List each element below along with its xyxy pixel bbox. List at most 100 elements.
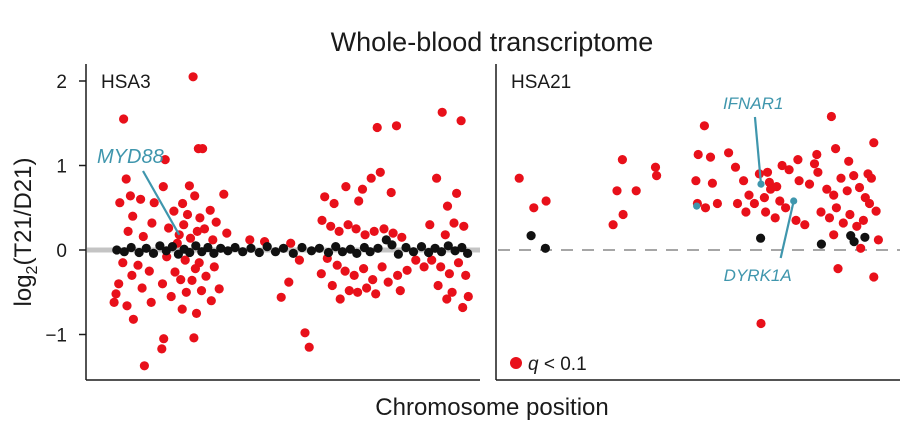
nonsignificant-point xyxy=(324,248,333,257)
significant-point xyxy=(750,199,759,208)
significant-point xyxy=(700,121,709,130)
significant-point xyxy=(843,186,852,195)
significant-point xyxy=(632,186,641,195)
significant-point xyxy=(193,227,202,236)
significant-point xyxy=(167,292,176,301)
significant-point xyxy=(139,232,148,241)
significant-point xyxy=(739,176,748,185)
gene-label-ifnar1: IFNAR1 xyxy=(723,94,783,113)
significant-point xyxy=(189,333,198,342)
significant-point xyxy=(186,234,195,243)
significant-point xyxy=(397,233,406,242)
y-tick-label: 2 xyxy=(56,72,67,93)
significant-point xyxy=(371,289,380,298)
significant-point xyxy=(756,319,765,328)
significant-point xyxy=(863,169,872,178)
y-axis-title-subscript: 2 xyxy=(24,265,41,274)
significant-point xyxy=(434,281,443,290)
significant-point xyxy=(420,262,429,271)
significant-point xyxy=(245,235,254,244)
y-ticks: 2 1 0 −1 xyxy=(45,72,86,347)
legend-text: q < 0.1 xyxy=(528,354,587,375)
significant-point xyxy=(110,298,119,307)
significant-point xyxy=(370,227,379,236)
panel-label-hsa21: HSA21 xyxy=(511,72,571,93)
significant-point xyxy=(190,191,199,200)
significant-point xyxy=(844,157,853,166)
significant-point xyxy=(701,203,710,212)
significant-point xyxy=(320,192,329,201)
annotations: MYD88IFNAR1DYRK1A xyxy=(97,94,794,285)
y-tick-label: 1 xyxy=(56,157,67,178)
significant-point xyxy=(443,202,452,211)
significant-point xyxy=(354,196,363,205)
significant-point xyxy=(392,121,401,130)
significant-point xyxy=(859,216,868,225)
significant-point xyxy=(189,72,198,81)
significant-point xyxy=(111,289,120,298)
significant-point xyxy=(619,210,628,219)
significant-point xyxy=(869,138,878,147)
significant-point xyxy=(849,171,858,180)
significant-point xyxy=(150,198,159,207)
significant-point xyxy=(145,267,154,276)
significant-point xyxy=(335,227,344,236)
nonsignificant-point xyxy=(463,249,472,258)
significant-point xyxy=(691,176,700,185)
nonsignificant-point xyxy=(352,249,361,258)
significant-point xyxy=(845,210,854,219)
significant-point xyxy=(384,278,393,287)
significant-point xyxy=(195,213,204,222)
significant-point xyxy=(760,193,769,202)
significant-point xyxy=(442,294,451,303)
significant-point xyxy=(706,153,715,162)
significant-point xyxy=(122,301,131,310)
legend: q < 0.1 xyxy=(510,354,587,375)
x-axis-title: Chromosome position xyxy=(375,394,608,421)
significant-point xyxy=(829,191,838,200)
significant-point xyxy=(201,272,210,281)
significant-point xyxy=(766,185,775,194)
significant-point xyxy=(140,361,149,370)
gene-label-myd88: MYD88 xyxy=(97,146,164,168)
significant-point xyxy=(612,186,621,195)
panel-label-hsa3: HSA3 xyxy=(101,72,151,93)
significant-point xyxy=(542,196,551,205)
legend-q: q xyxy=(528,354,539,375)
significant-point xyxy=(284,278,293,287)
y-tick-label: 0 xyxy=(56,241,67,262)
significant-point xyxy=(361,230,370,239)
nonsignificant-point xyxy=(271,247,280,256)
significant-point xyxy=(118,258,127,267)
significant-point xyxy=(138,283,147,292)
significant-point xyxy=(114,279,123,288)
significant-point xyxy=(744,191,753,200)
nonsignificant-point xyxy=(307,246,316,255)
legend-marker xyxy=(510,357,522,369)
significant-point xyxy=(373,123,382,132)
nonsignificant-point xyxy=(289,249,298,258)
significant-point xyxy=(713,199,722,208)
nonsignificant-point xyxy=(366,247,375,256)
significant-point xyxy=(277,293,286,302)
significant-point xyxy=(832,203,841,212)
significant-point xyxy=(353,288,362,297)
significant-point xyxy=(368,275,377,284)
nonsignificant-point xyxy=(417,242,426,251)
significant-point xyxy=(810,159,819,168)
nonsignificant-point xyxy=(527,231,536,240)
significant-point xyxy=(326,222,335,231)
significant-point xyxy=(464,292,473,301)
significant-point xyxy=(358,185,367,194)
significant-point xyxy=(452,189,461,198)
significant-point xyxy=(836,174,845,183)
nonsignificant-point xyxy=(127,243,136,252)
significant-point xyxy=(206,206,215,215)
significant-point xyxy=(694,150,703,159)
significant-point xyxy=(829,230,838,239)
significant-point xyxy=(825,213,834,222)
significant-point xyxy=(457,116,466,125)
significant-point xyxy=(445,269,454,278)
significant-point xyxy=(436,262,445,271)
